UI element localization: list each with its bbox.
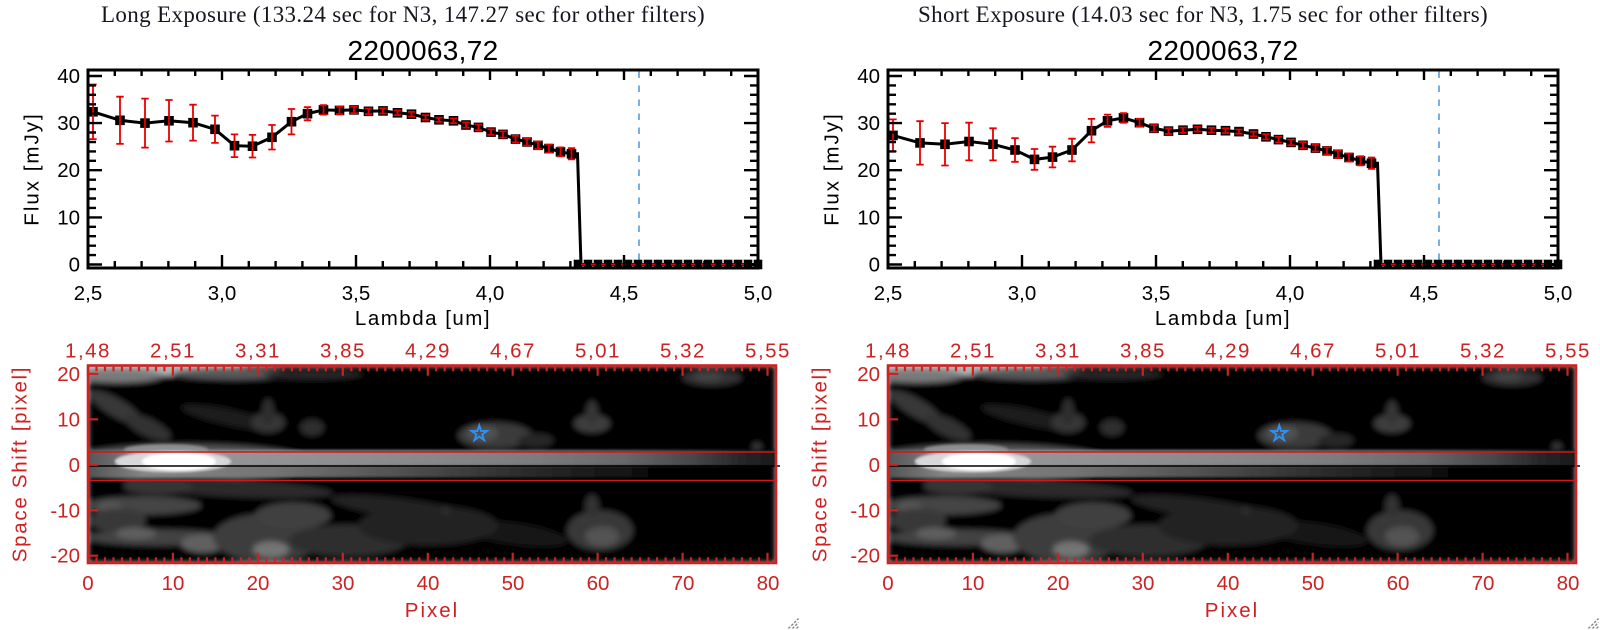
svg-text:3,0: 3,0 xyxy=(208,282,237,305)
svg-text:70: 70 xyxy=(672,572,695,595)
svg-text:10: 10 xyxy=(57,408,80,431)
svg-text:40: 40 xyxy=(857,65,880,88)
svg-text:5,55: 5,55 xyxy=(1545,340,1591,363)
svg-text:3,85: 3,85 xyxy=(1120,340,1166,363)
svg-text:20: 20 xyxy=(857,363,880,386)
svg-text:30: 30 xyxy=(1132,572,1155,595)
svg-text:5,55: 5,55 xyxy=(745,340,791,363)
svg-text:40: 40 xyxy=(417,572,440,595)
svg-text:20: 20 xyxy=(1047,572,1070,595)
svg-text:4,5: 4,5 xyxy=(610,282,639,305)
svg-text:Long Exposure (133.24 sec for: Long Exposure (133.24 sec for N3, 147.27… xyxy=(101,2,705,27)
svg-text:10: 10 xyxy=(57,206,80,229)
svg-text:20: 20 xyxy=(857,159,880,182)
svg-text:30: 30 xyxy=(857,112,880,135)
svg-text:1,48: 1,48 xyxy=(865,340,911,363)
svg-text:50: 50 xyxy=(1302,572,1325,595)
svg-text:4,29: 4,29 xyxy=(405,340,451,363)
svg-text:50: 50 xyxy=(502,572,525,595)
svg-text:0: 0 xyxy=(69,454,80,477)
svg-text:80: 80 xyxy=(1557,572,1580,595)
svg-text:0: 0 xyxy=(882,572,893,595)
svg-text:10: 10 xyxy=(857,408,880,431)
svg-text:0: 0 xyxy=(869,254,880,277)
svg-text:5,0: 5,0 xyxy=(744,282,773,305)
svg-text:5,32: 5,32 xyxy=(660,340,706,363)
svg-text:5,0: 5,0 xyxy=(1544,282,1573,305)
svg-text:70: 70 xyxy=(1472,572,1495,595)
svg-text:3,5: 3,5 xyxy=(1142,282,1171,305)
svg-text:10: 10 xyxy=(857,206,880,229)
svg-text:4,0: 4,0 xyxy=(476,282,505,305)
svg-text:Space Shift [pixel]: Space Shift [pixel] xyxy=(9,366,32,562)
svg-text:-10: -10 xyxy=(50,499,80,522)
svg-text:2200063,72: 2200063,72 xyxy=(348,35,499,66)
svg-text:10: 10 xyxy=(962,572,985,595)
svg-text:20: 20 xyxy=(57,159,80,182)
svg-text:0: 0 xyxy=(869,454,880,477)
svg-text:4,5: 4,5 xyxy=(1410,282,1439,305)
svg-text:3,85: 3,85 xyxy=(320,340,366,363)
svg-text:3,31: 3,31 xyxy=(235,340,281,363)
svg-text:0: 0 xyxy=(82,572,93,595)
svg-text:5,01: 5,01 xyxy=(575,340,621,363)
svg-text:60: 60 xyxy=(1387,572,1410,595)
svg-text:60: 60 xyxy=(587,572,610,595)
svg-text:20: 20 xyxy=(57,363,80,386)
svg-text:4,0: 4,0 xyxy=(1276,282,1305,305)
svg-text:40: 40 xyxy=(1217,572,1240,595)
svg-text:Lambda [um]: Lambda [um] xyxy=(1155,307,1291,330)
svg-text:-10: -10 xyxy=(850,499,880,522)
svg-text:2,51: 2,51 xyxy=(150,340,196,363)
svg-text:2,5: 2,5 xyxy=(74,282,103,305)
svg-text:1,48: 1,48 xyxy=(65,340,111,363)
svg-text:3,31: 3,31 xyxy=(1035,340,1081,363)
svg-text:Pixel: Pixel xyxy=(1205,599,1259,622)
svg-text:5,01: 5,01 xyxy=(1375,340,1421,363)
svg-text:20: 20 xyxy=(247,572,270,595)
svg-text:Space Shift [pixel]: Space Shift [pixel] xyxy=(809,366,832,562)
svg-text:2,5: 2,5 xyxy=(874,282,903,305)
svg-text:30: 30 xyxy=(57,112,80,135)
svg-text:5,32: 5,32 xyxy=(1460,340,1506,363)
svg-text:3,5: 3,5 xyxy=(342,282,371,305)
svg-text:-20: -20 xyxy=(850,545,880,568)
svg-text:2,51: 2,51 xyxy=(950,340,996,363)
svg-text:3,0: 3,0 xyxy=(1008,282,1037,305)
svg-text:2200063,72: 2200063,72 xyxy=(1148,35,1299,66)
svg-text:Short Exposure (14.03 sec for: Short Exposure (14.03 sec for N3, 1.75 s… xyxy=(918,2,1488,27)
svg-text:0: 0 xyxy=(69,254,80,277)
svg-text:Flux [mJy]: Flux [mJy] xyxy=(821,112,844,225)
svg-text:10: 10 xyxy=(162,572,185,595)
svg-text:Lambda [um]: Lambda [um] xyxy=(355,307,491,330)
svg-text:Flux [mJy]: Flux [mJy] xyxy=(21,112,44,225)
svg-text:4,29: 4,29 xyxy=(1205,340,1251,363)
svg-text:40: 40 xyxy=(57,65,80,88)
svg-text:-20: -20 xyxy=(50,545,80,568)
svg-text:4,67: 4,67 xyxy=(490,340,536,363)
svg-text:Pixel: Pixel xyxy=(405,599,459,622)
svg-text:30: 30 xyxy=(332,572,355,595)
svg-text:80: 80 xyxy=(757,572,780,595)
svg-text:4,67: 4,67 xyxy=(1290,340,1336,363)
